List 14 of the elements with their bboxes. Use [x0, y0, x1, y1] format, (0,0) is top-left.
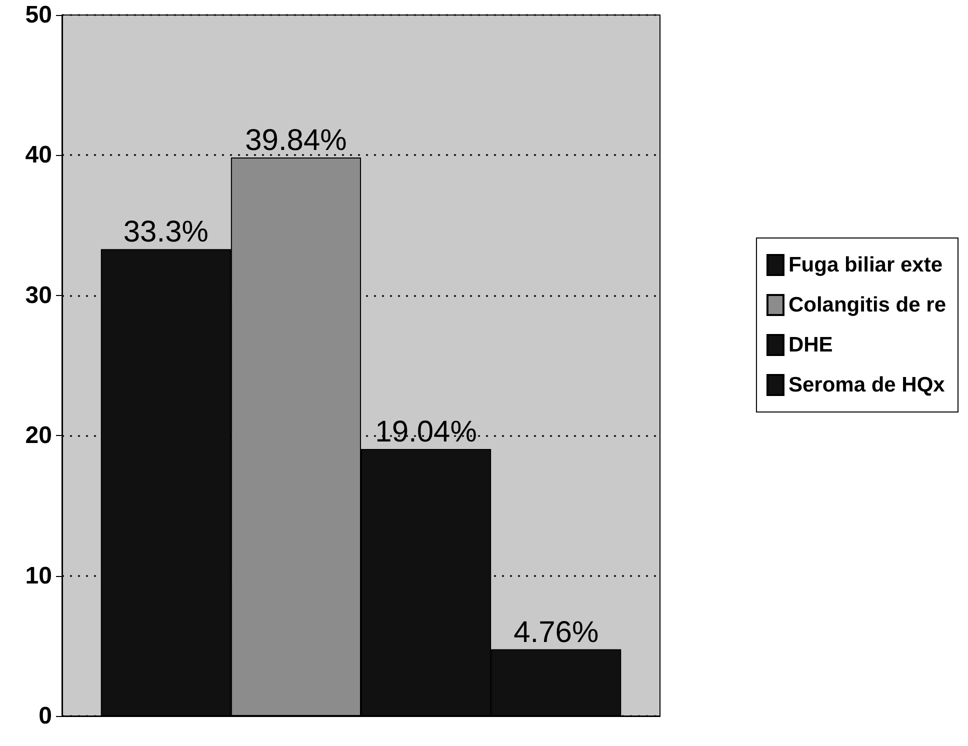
- y-tick-label: 10: [25, 562, 52, 590]
- data-label: 19.04%: [375, 416, 477, 449]
- y-tick-label: 0: [38, 702, 52, 730]
- legend-label: Fuga biliar exte: [788, 254, 943, 276]
- y-tick-label: 20: [25, 422, 52, 450]
- y-tick-label: 30: [25, 282, 52, 309]
- y-tick-label: 50: [25, 2, 52, 28]
- data-label: 4.76%: [514, 616, 599, 649]
- legend-label: DHE: [788, 334, 833, 356]
- legend-label: Seroma de HQx: [788, 374, 946, 396]
- legend-label: Colangitis de re: [788, 294, 946, 316]
- y-tick-label: 40: [25, 142, 52, 169]
- data-label: 39.84%: [245, 124, 347, 157]
- data-label: 33.3%: [123, 216, 208, 249]
